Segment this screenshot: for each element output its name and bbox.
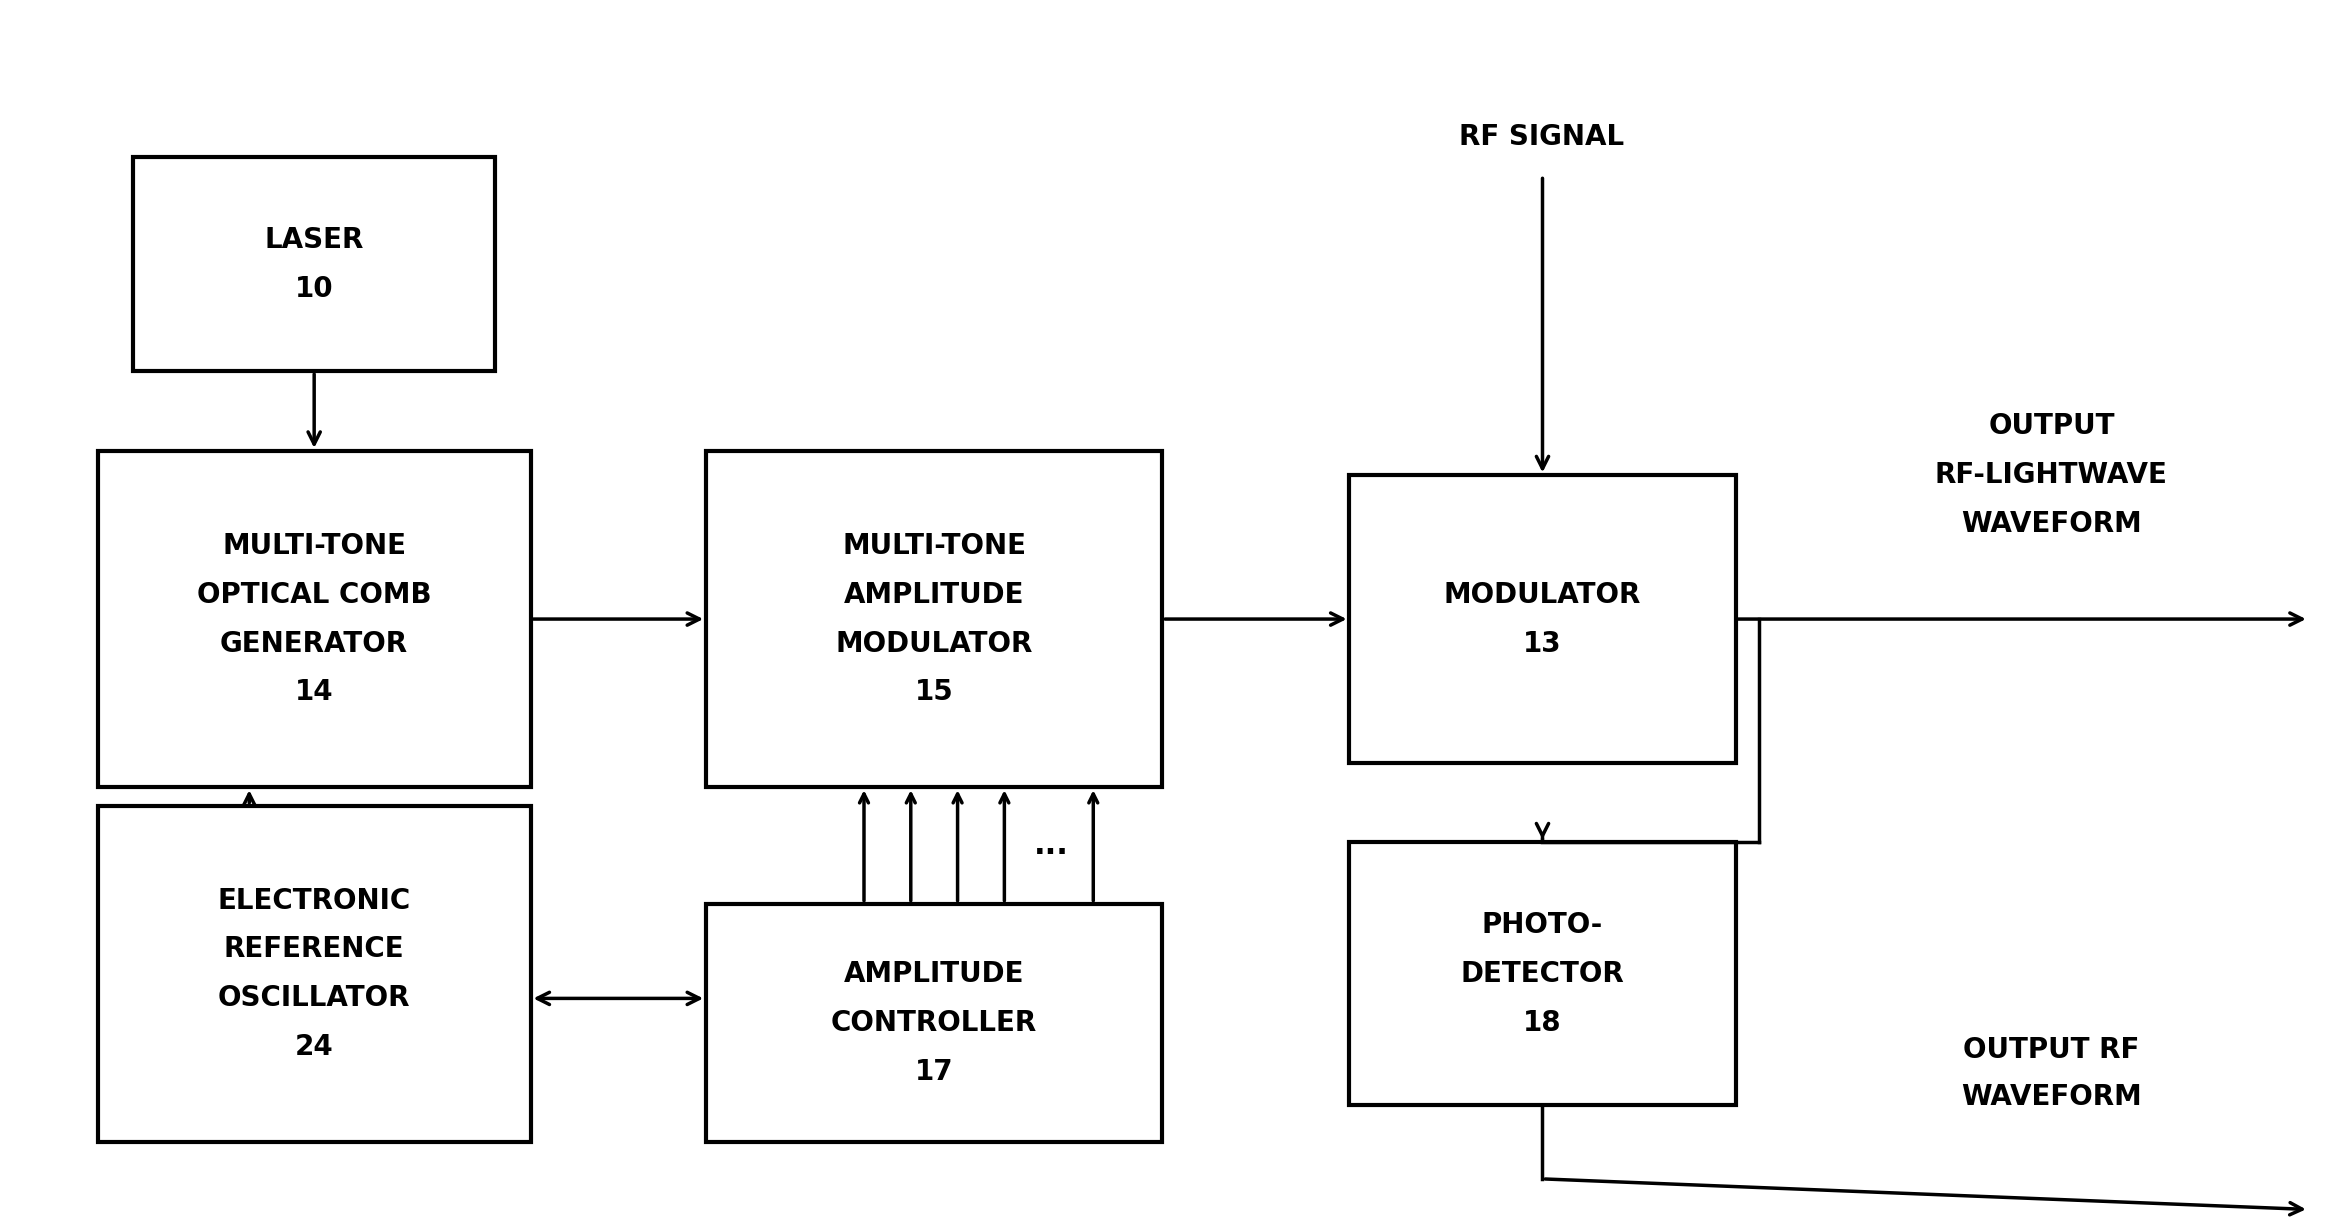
Text: MULTI-TONE: MULTI-TONE bbox=[223, 532, 406, 559]
Text: OUTPUT RF: OUTPUT RF bbox=[1963, 1036, 2139, 1064]
Text: AMPLITUDE: AMPLITUDE bbox=[843, 580, 1024, 609]
Text: 14: 14 bbox=[296, 679, 333, 706]
Text: PHOTO-: PHOTO- bbox=[1482, 910, 1604, 939]
Text: CONTROLLER: CONTROLLER bbox=[831, 1009, 1038, 1037]
Text: REFERENCE: REFERENCE bbox=[223, 935, 404, 963]
Text: ...: ... bbox=[1033, 830, 1068, 860]
Text: AMPLITUDE: AMPLITUDE bbox=[843, 960, 1024, 988]
Text: GENERATOR: GENERATOR bbox=[221, 630, 409, 658]
FancyBboxPatch shape bbox=[1350, 476, 1735, 763]
Text: 18: 18 bbox=[1524, 1009, 1561, 1037]
Text: WAVEFORM: WAVEFORM bbox=[1961, 1083, 2141, 1111]
Text: RF SIGNAL: RF SIGNAL bbox=[1458, 123, 1625, 152]
FancyBboxPatch shape bbox=[134, 158, 495, 371]
Text: 24: 24 bbox=[296, 1034, 333, 1061]
Text: MULTI-TONE: MULTI-TONE bbox=[843, 532, 1026, 559]
Text: RF-LIGHTWAVE: RF-LIGHTWAVE bbox=[1935, 461, 2167, 489]
Text: MODULATOR: MODULATOR bbox=[836, 630, 1033, 658]
FancyBboxPatch shape bbox=[99, 806, 531, 1142]
Text: ELECTRONIC: ELECTRONIC bbox=[218, 887, 411, 914]
Text: LASER: LASER bbox=[265, 225, 364, 254]
Text: 17: 17 bbox=[916, 1058, 953, 1085]
FancyBboxPatch shape bbox=[1350, 843, 1735, 1105]
Text: 13: 13 bbox=[1524, 630, 1561, 658]
Text: OSCILLATOR: OSCILLATOR bbox=[218, 984, 411, 1013]
FancyBboxPatch shape bbox=[99, 451, 531, 787]
Text: OUTPUT: OUTPUT bbox=[1989, 413, 2116, 440]
Text: 15: 15 bbox=[916, 679, 953, 706]
FancyBboxPatch shape bbox=[707, 903, 1162, 1142]
Text: OPTICAL COMB: OPTICAL COMB bbox=[197, 580, 432, 609]
FancyBboxPatch shape bbox=[707, 451, 1162, 787]
Text: WAVEFORM: WAVEFORM bbox=[1961, 510, 2141, 538]
Text: DETECTOR: DETECTOR bbox=[1460, 960, 1625, 988]
Text: 10: 10 bbox=[296, 275, 333, 303]
Text: MODULATOR: MODULATOR bbox=[1444, 580, 1641, 609]
